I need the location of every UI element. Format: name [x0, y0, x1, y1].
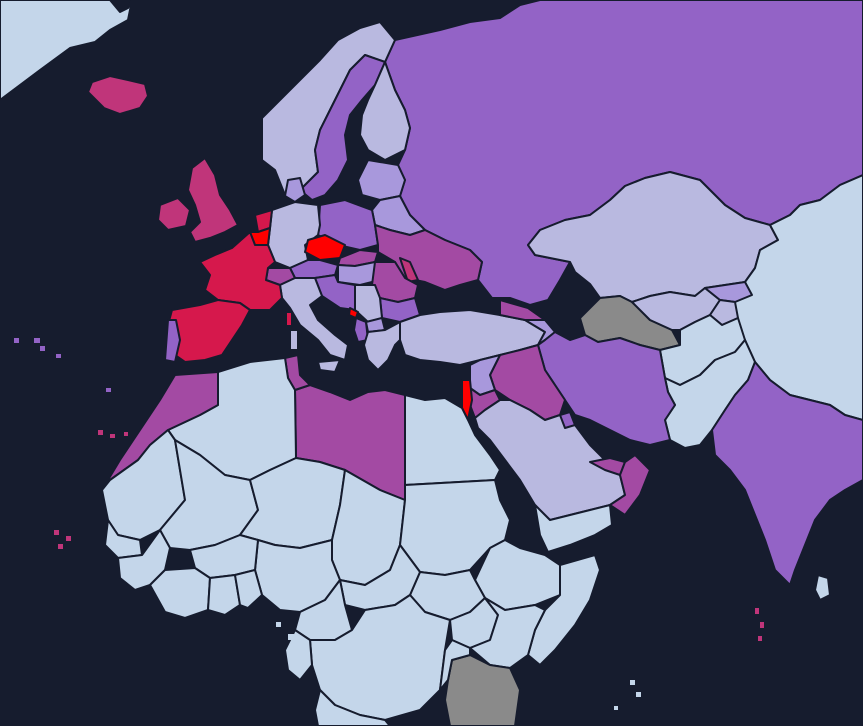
island-canary-2: [110, 434, 115, 438]
country-croatia[interactable]: [314, 274, 356, 311]
country-uk[interactable]: [187, 157, 239, 243]
country-yemen[interactable]: [534, 504, 613, 553]
island-canary-3: [124, 432, 128, 436]
country-albania[interactable]: [353, 317, 369, 343]
country-greenland[interactable]: [0, 0, 133, 101]
country-israel[interactable]: [461, 379, 473, 421]
island-azores-3: [40, 346, 45, 351]
island-sao-tome: [288, 634, 294, 640]
country-moldova[interactable]: [399, 257, 419, 283]
country-sicily[interactable]: [317, 359, 341, 373]
country-angola[interactable]: [314, 689, 391, 726]
country-portugal[interactable]: [164, 319, 181, 363]
country-gabon[interactable]: [284, 629, 313, 681]
country-india[interactable]: [711, 361, 863, 586]
country-iceland[interactable]: [87, 75, 149, 115]
island-maldives-3: [758, 636, 762, 641]
island-madeira: [106, 388, 111, 392]
country-france[interactable]: [199, 231, 283, 311]
island-cape-verde-1: [54, 530, 59, 535]
island-seychelles-2: [636, 692, 641, 697]
island-maldives-1: [755, 608, 759, 614]
island-bioko: [276, 622, 281, 627]
country-somalia[interactable]: [527, 554, 601, 666]
island-cape-verde-2: [66, 536, 71, 541]
island-seychelles-3: [614, 706, 618, 710]
country-kuwait[interactable]: [559, 411, 576, 429]
country-sri-lanka[interactable]: [814, 574, 831, 601]
country-ivory-coast[interactable]: [149, 567, 211, 619]
country-denmark[interactable]: [284, 177, 306, 203]
island-azores-4: [56, 354, 61, 358]
island-maldives-2: [760, 622, 764, 628]
country-ghana[interactable]: [207, 574, 241, 616]
country-corsica[interactable]: [285, 311, 293, 327]
island-seychelles-1: [630, 680, 635, 685]
country-sudan[interactable]: [399, 479, 511, 576]
country-rwanda[interactable]: [439, 639, 471, 691]
country-iran[interactable]: [537, 331, 676, 446]
country-benin[interactable]: [234, 569, 263, 609]
country-sardinia[interactable]: [289, 329, 299, 351]
country-sweden[interactable]: [299, 54, 386, 201]
country-tanzania[interactable]: [444, 654, 521, 726]
country-oman[interactable]: [609, 454, 651, 516]
country-greece[interactable]: [363, 321, 406, 371]
country-finland[interactable]: [359, 61, 411, 161]
island-azores-2: [34, 338, 40, 343]
country-car[interactable]: [339, 544, 421, 611]
country-italy[interactable]: [279, 277, 349, 361]
country-kenya[interactable]: [469, 597, 546, 669]
country-ireland[interactable]: [157, 197, 191, 231]
island-cape-verde-3: [58, 544, 63, 549]
island-azores-1: [14, 338, 19, 343]
country-baltics[interactable]: [357, 159, 406, 201]
island-canary-1: [98, 430, 103, 435]
